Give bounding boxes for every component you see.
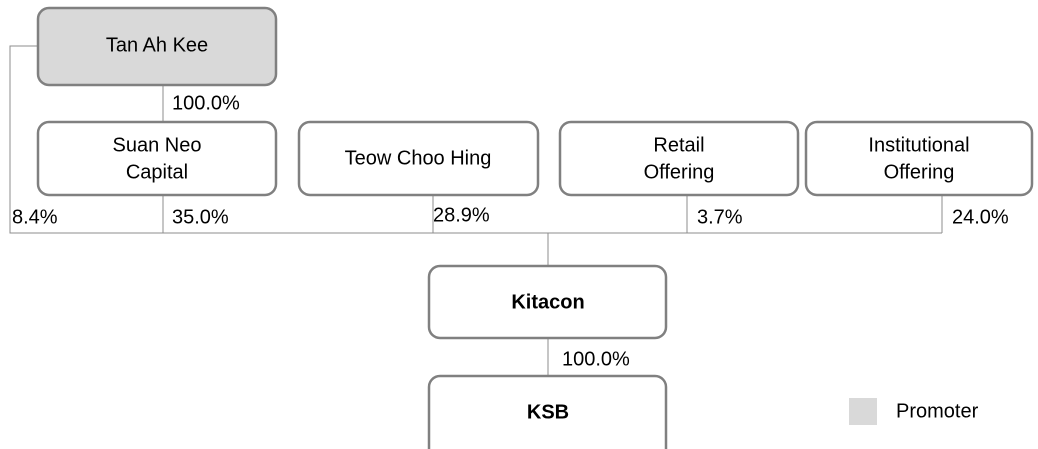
edge-label: 100.0% [562,348,630,370]
node-label: Kitacon [511,291,584,313]
legend-label: Promoter [896,400,979,422]
node-label: KSB [527,401,569,423]
node-box [804,120,1034,197]
edge-label: 28.9% [433,204,490,226]
node-box [36,6,278,87]
node-box [427,264,668,340]
node-label: Capital [126,161,188,183]
node-label: Offering [644,161,715,183]
node-box [558,120,800,197]
edge-label: 24.0% [952,206,1009,228]
node-box [36,120,278,197]
edge-label: 8.4% [12,206,58,228]
node-box [427,374,668,449]
legend-swatch [849,398,877,425]
edge-label: 100.0% [172,92,240,114]
node-label: Offering [884,161,955,183]
edge-label: 35.0% [172,206,229,228]
node-label: Retail [653,134,704,156]
node-label: Tan Ah Kee [106,34,208,56]
edge-label: 3.7% [697,206,743,228]
node-label: Suan Neo [113,134,202,156]
connector [9,45,942,234]
node-box [297,120,540,197]
node-label: Institutional [868,134,969,156]
node-label: Teow Choo Hing [345,147,492,169]
